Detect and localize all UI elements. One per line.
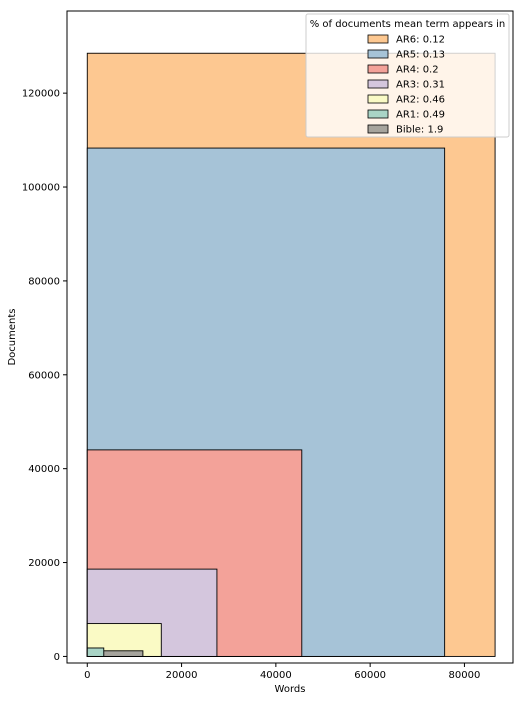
x-axis-ticks: 0 20000 40000 60000 80000 <box>84 663 480 681</box>
y-axis-ticks: 0 20000 40000 60000 80000 100000 120000 <box>22 89 67 663</box>
y-tick-label: 40000 <box>28 464 60 475</box>
y-tick-label: 80000 <box>28 276 60 287</box>
legend-swatch-bible <box>367 124 389 134</box>
legend-swatch-ar6 <box>367 34 389 44</box>
legend-label-ar6: AR6: 0.12 <box>396 35 445 46</box>
y-tick-label: 20000 <box>28 558 60 569</box>
legend-label-ar3: AR3: 0.31 <box>396 80 445 91</box>
x-axis-label: Words <box>275 684 306 695</box>
legend-label-ar4: AR4: 0.2 <box>396 65 439 76</box>
y-tick-label: 120000 <box>22 89 60 100</box>
x-tick-label: 80000 <box>449 670 481 681</box>
x-tick-label: 20000 <box>166 670 198 681</box>
y-tick-label: 0 <box>54 652 60 663</box>
legend-label-ar1: AR1: 0.49 <box>396 110 445 121</box>
legend-swatch-ar5 <box>367 49 389 59</box>
legend: % of documents mean term appears in AR6:… <box>305 13 510 138</box>
legend-swatch-ar2 <box>367 94 389 104</box>
legend-swatch-ar4 <box>367 64 389 74</box>
legend-label-bible: Bible: 1.9 <box>396 125 443 136</box>
legend-label-ar2: AR2: 0.46 <box>396 95 445 106</box>
x-tick-label: 40000 <box>260 670 292 681</box>
legend-title: % of documents mean term appears in <box>310 19 506 30</box>
legend-swatch-ar1 <box>367 109 389 119</box>
data-rectangles <box>86 52 496 657</box>
legend-items: AR6: 0.12 AR5: 0.13 AR4: 0.2 AR3: 0.31 AR2: … <box>367 34 445 136</box>
x-tick-label: 60000 <box>354 670 386 681</box>
rect-ar1 <box>86 647 105 657</box>
legend-swatch-ar3 <box>367 79 389 89</box>
legend-label-ar5: AR5: 0.13 <box>396 50 445 61</box>
plot-area-frame <box>66 10 514 664</box>
y-tick-label: 60000 <box>28 370 60 381</box>
y-axis-label: Documents <box>7 308 18 365</box>
legend-box <box>305 13 510 138</box>
y-tick-label: 100000 <box>22 183 60 194</box>
x-tick-label: 0 <box>84 670 90 681</box>
